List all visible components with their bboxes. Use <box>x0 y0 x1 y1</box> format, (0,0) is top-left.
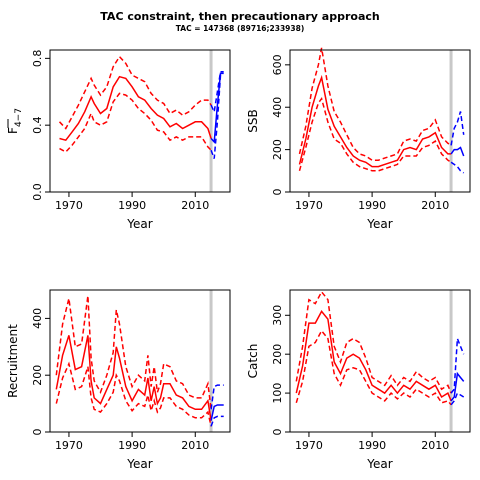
y-tick-label: 0.8 <box>31 50 44 67</box>
x-tick-label: 1970 <box>55 199 83 212</box>
series-line-lower <box>295 329 452 406</box>
series-line-proj-upper <box>450 111 465 146</box>
series-line-proj-lower <box>210 415 224 427</box>
series-line-proj-estimate <box>210 404 224 421</box>
y-tick-label: 0.4 <box>31 116 44 134</box>
series-line-proj-estimate <box>450 146 465 157</box>
x-tick-label: 1990 <box>358 199 386 212</box>
y-axis-label: SSB <box>246 109 260 132</box>
series-line-proj-upper <box>210 384 224 410</box>
series-line-lower <box>298 97 452 172</box>
series-line-lower <box>55 361 212 427</box>
y-tick-label: 600 <box>271 54 284 75</box>
x-tick-label: 1970 <box>55 439 83 452</box>
chart-panel-bottom-left: 1970 1990 2010 0 200 400 Year Recruitment <box>6 289 231 471</box>
y-tick-label: 100 <box>271 383 284 404</box>
series-line-estimate <box>295 310 452 402</box>
y-axis-label: Catch <box>246 344 260 379</box>
x-tick-label: 2010 <box>421 199 449 212</box>
y-tick-label: 200 <box>271 344 284 365</box>
chart-panel-bottom-right: 1970 1990 2010 0 100 200 300 Year Catch <box>246 289 471 471</box>
series-line-upper <box>58 55 212 130</box>
series-line-proj-upper <box>210 70 224 115</box>
series-line-proj-lower <box>450 161 465 174</box>
y-tick-label: 200 <box>31 365 44 386</box>
x-axis-label: Year <box>366 457 392 471</box>
y-tick-label: 400 <box>271 97 284 118</box>
y-tick-label: 300 <box>271 305 284 326</box>
chart-panels: 1970 1990 2010 0.0 0.4 0.8 Year F4−7 1970 1990 201… <box>6 47 471 471</box>
figure-subtitle: TAC = 147368 (89716;233938) <box>176 24 305 33</box>
plot-frame <box>289 289 471 433</box>
y-tick-label: 0 <box>271 189 284 196</box>
series-line-proj-estimate <box>210 72 224 144</box>
y-tick-label: 400 <box>31 308 44 329</box>
plot-frame <box>289 49 471 193</box>
x-tick-label: 1990 <box>358 439 386 452</box>
plot-frame <box>49 289 231 433</box>
x-tick-label: 1990 <box>118 439 146 452</box>
series-line-proj-estimate <box>450 371 465 402</box>
series-line-estimate <box>55 335 212 421</box>
x-tick-label: 1970 <box>295 439 323 452</box>
y-tick-label: 0 <box>271 429 284 436</box>
x-tick-label: 2010 <box>181 199 209 212</box>
series-line-upper <box>295 290 452 394</box>
series-line-proj-lower <box>450 392 465 406</box>
x-tick-label: 2010 <box>421 439 449 452</box>
y-axis-label: F4−7 <box>6 108 24 134</box>
x-tick-label: 2010 <box>181 439 209 452</box>
y-tick-label: 0 <box>31 429 44 436</box>
x-axis-label: Year <box>366 217 392 231</box>
figure-title: TAC constraint, then precautionary appro… <box>100 10 379 23</box>
series-line-proj-lower <box>210 74 224 159</box>
series-line-estimate <box>298 74 452 168</box>
y-tick-label: 200 <box>271 139 284 160</box>
x-tick-label: 1970 <box>295 199 323 212</box>
chart-panel-top-right: 1970 1990 2010 0 200 400 600 Year SSB <box>246 47 471 231</box>
series-line-estimate <box>59 75 212 142</box>
series-line-proj-upper <box>450 338 465 394</box>
x-axis-label: Year <box>126 457 152 471</box>
chart-panel-top-left: 1970 1990 2010 0.0 0.4 0.8 Year F4−7 <box>6 49 231 231</box>
y-axis-label: Recruitment <box>6 324 20 398</box>
x-tick-label: 1990 <box>118 199 146 212</box>
series-line-lower <box>59 92 212 153</box>
series-line-upper <box>298 47 452 161</box>
y-tick-label: 0.0 <box>31 183 44 201</box>
plot-frame <box>49 49 231 193</box>
series-line-upper <box>55 295 212 410</box>
x-axis-label: Year <box>126 217 152 231</box>
